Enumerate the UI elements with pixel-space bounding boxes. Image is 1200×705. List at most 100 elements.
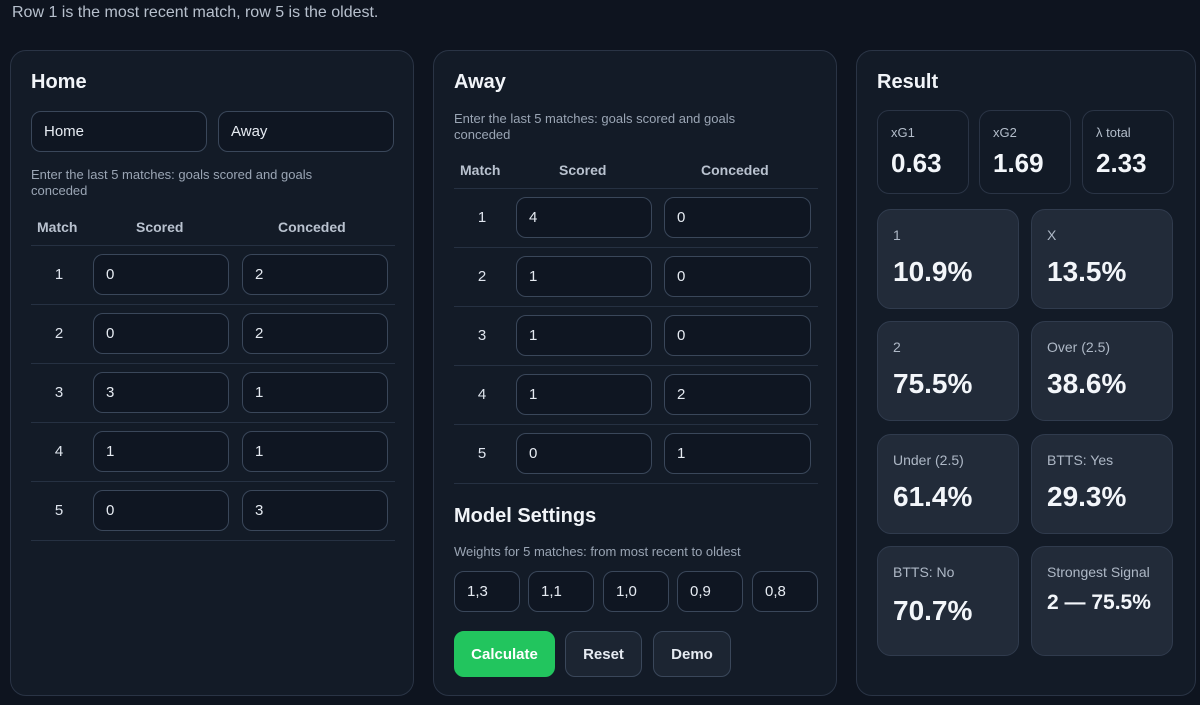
card-value: 38.6%	[1047, 368, 1127, 399]
match-number: 5	[477, 445, 487, 462]
xg1-card: xG1 0.63	[877, 110, 969, 194]
card-label: X	[1047, 227, 1057, 243]
strongest-signal-card: Strongest Signal 2 — 75.5%	[1031, 546, 1173, 656]
card-value: 70.7%	[893, 595, 973, 626]
home-conceded-input[interactable]	[242, 313, 388, 354]
xg1-value: 0.63	[891, 148, 942, 178]
divider	[31, 304, 395, 305]
home-scored-input[interactable]	[93, 490, 229, 531]
home-col-match: Match	[37, 219, 78, 235]
lambda-total-value: 2.33	[1096, 148, 1147, 178]
match-number: 1	[477, 209, 487, 226]
away-conceded-input[interactable]	[664, 374, 811, 415]
card-label: BTTS: Yes	[1047, 452, 1114, 468]
divider	[454, 306, 818, 307]
away-team-input[interactable]	[218, 111, 394, 152]
home-col-conceded: Conceded	[278, 219, 346, 235]
weights-hint: Weights for 5 matches: from most recent …	[454, 544, 741, 559]
btts-yes-card: BTTS: Yes 29.3%	[1031, 434, 1173, 534]
away-scored-input[interactable]	[516, 197, 652, 238]
away-conceded-input[interactable]	[664, 315, 811, 356]
xg2-value: 1.69	[993, 148, 1044, 178]
home-win-card: 1 10.9%	[877, 209, 1019, 309]
match-number: 5	[54, 502, 64, 519]
divider	[454, 188, 818, 189]
away-scored-input[interactable]	[516, 433, 652, 474]
lambda-total-label: λ total	[1096, 125, 1131, 140]
top-note: Row 1 is the most recent match, row 5 is…	[12, 4, 379, 21]
divider	[31, 481, 395, 482]
weight-input-4[interactable]	[677, 571, 743, 612]
card-label: Under (2.5)	[893, 452, 964, 468]
away-scored-input[interactable]	[516, 256, 652, 297]
card-value: 10.9%	[893, 256, 973, 287]
match-number: 4	[477, 386, 487, 403]
away-conceded-input[interactable]	[664, 256, 811, 297]
card-label: Over (2.5)	[1047, 339, 1111, 355]
divider	[31, 363, 395, 364]
away-scored-input[interactable]	[516, 374, 652, 415]
card-value: 75.5%	[893, 368, 973, 399]
reset-button[interactable]: Reset	[565, 631, 642, 677]
divider	[454, 365, 818, 366]
away-conceded-input[interactable]	[664, 197, 811, 238]
home-scored-input[interactable]	[93, 431, 229, 472]
home-title: Home	[31, 71, 87, 93]
match-number: 1	[54, 266, 64, 283]
card-label: 2	[893, 339, 901, 355]
home-conceded-input[interactable]	[242, 372, 388, 413]
divider	[454, 424, 818, 425]
away-title: Away	[454, 71, 506, 93]
xg2-card: xG2 1.69	[979, 110, 1071, 194]
home-scored-input[interactable]	[93, 372, 229, 413]
card-label: 1	[893, 227, 901, 243]
card-value: 29.3%	[1047, 481, 1127, 512]
card-value: 61.4%	[893, 481, 973, 512]
away-hint: Enter the last 5 matches: goals scored a…	[454, 111, 736, 142]
divider	[31, 540, 395, 541]
calculate-button[interactable]: Calculate	[454, 631, 555, 677]
btts-no-card: BTTS: No 70.7%	[877, 546, 1019, 656]
home-panel: Home Enter the last 5 matches: goals sco…	[10, 50, 414, 696]
match-number: 3	[477, 327, 487, 344]
weight-input-2[interactable]	[528, 571, 594, 612]
result-panel: Result xG1 0.63 xG2 1.69 λ total 2.33 1 …	[856, 50, 1196, 696]
home-scored-input[interactable]	[93, 254, 229, 295]
under-card: Under (2.5) 61.4%	[877, 434, 1019, 534]
match-number: 3	[54, 384, 64, 401]
match-number: 2	[54, 325, 64, 342]
divider	[31, 245, 395, 246]
match-number: 2	[477, 268, 487, 285]
away-col-conceded: Conceded	[701, 162, 769, 178]
away-conceded-input[interactable]	[664, 433, 811, 474]
weight-input-1[interactable]	[454, 571, 520, 612]
card-label: Strongest Signal	[1047, 564, 1150, 580]
home-conceded-input[interactable]	[242, 254, 388, 295]
xg2-label: xG2	[993, 125, 1017, 140]
weight-input-3[interactable]	[603, 571, 669, 612]
away-win-card: 2 75.5%	[877, 321, 1019, 421]
lambda-total-card: λ total 2.33	[1082, 110, 1174, 194]
draw-card: X 13.5%	[1031, 209, 1173, 309]
home-conceded-input[interactable]	[242, 490, 388, 531]
model-settings-title: Model Settings	[454, 505, 597, 527]
away-scored-input[interactable]	[516, 315, 652, 356]
away-col-scored: Scored	[559, 162, 607, 178]
away-col-match: Match	[460, 162, 501, 178]
match-number: 4	[54, 443, 64, 460]
card-value: 2 — 75.5%	[1047, 591, 1151, 614]
divider	[31, 422, 395, 423]
card-value: 13.5%	[1047, 256, 1127, 287]
xg1-label: xG1	[891, 125, 915, 140]
divider	[454, 483, 818, 484]
result-title: Result	[877, 71, 939, 93]
weight-input-5[interactable]	[752, 571, 818, 612]
home-scored-input[interactable]	[93, 313, 229, 354]
away-panel: Away Enter the last 5 matches: goals sco…	[433, 50, 837, 696]
demo-button[interactable]: Demo	[653, 631, 731, 677]
over-card: Over (2.5) 38.6%	[1031, 321, 1173, 421]
home-team-input[interactable]	[31, 111, 207, 152]
home-col-scored: Scored	[136, 219, 184, 235]
home-conceded-input[interactable]	[242, 431, 388, 472]
divider	[454, 247, 818, 248]
